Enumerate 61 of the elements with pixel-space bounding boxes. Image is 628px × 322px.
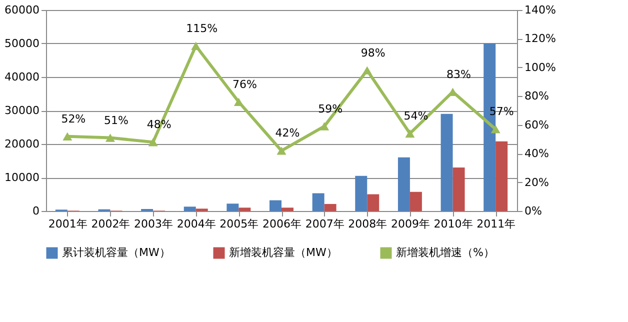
x-tick-label: 2011年 bbox=[476, 218, 516, 230]
y2-tick-label: 60% bbox=[524, 118, 549, 132]
bar bbox=[398, 157, 410, 211]
y2-tick-label: 80% bbox=[524, 90, 549, 103]
bar bbox=[355, 176, 368, 211]
y-tick-label: 20000 bbox=[4, 138, 40, 150]
bar bbox=[282, 208, 294, 211]
point bbox=[105, 134, 115, 142]
x-tick-label: 2005年 bbox=[220, 218, 259, 230]
data-label: 83% bbox=[446, 68, 471, 81]
y-tick-label: 60000 bbox=[4, 4, 40, 16]
y2-tick-label: 20% bbox=[524, 176, 549, 189]
bar bbox=[312, 193, 324, 211]
x-tick-label: 2010年 bbox=[434, 218, 473, 230]
y-tick-label: 40000 bbox=[4, 70, 40, 84]
y2-tick-label: 40% bbox=[524, 147, 549, 160]
bar bbox=[226, 204, 239, 211]
y-tick-label: 0 bbox=[32, 204, 40, 218]
data-label: 51% bbox=[104, 114, 128, 127]
data-label: 98% bbox=[360, 46, 386, 60]
x-tick-label: 2007年 bbox=[305, 218, 344, 230]
data-label: 52% bbox=[61, 112, 86, 126]
x-tick-label: 2009年 bbox=[390, 218, 430, 230]
data-label: 115% bbox=[186, 22, 218, 35]
bar bbox=[238, 208, 251, 211]
x-tick-label: 2006年 bbox=[262, 218, 302, 230]
legend-label: 累计装机容量（MW） bbox=[62, 246, 170, 259]
bar bbox=[270, 200, 282, 211]
data-label: 42% bbox=[275, 126, 300, 140]
data-label: 54% bbox=[404, 109, 428, 122]
y-tick-label: 30000 bbox=[4, 104, 40, 117]
y2-tick-label: 120% bbox=[524, 32, 556, 46]
point bbox=[148, 138, 158, 146]
x-tick-label: 2004年 bbox=[176, 218, 216, 230]
bar bbox=[496, 141, 508, 211]
point bbox=[405, 129, 415, 138]
point bbox=[276, 146, 286, 155]
x-tick-label: 2008年 bbox=[348, 218, 388, 230]
x-tick-label: 2002年 bbox=[91, 218, 130, 230]
bar bbox=[324, 204, 336, 211]
x-tick-label: 2003年 bbox=[134, 218, 174, 230]
y2-tick-label: 100% bbox=[524, 60, 556, 74]
point bbox=[362, 66, 372, 74]
point bbox=[234, 98, 244, 106]
point bbox=[490, 125, 500, 134]
legend-label: 新增装机容量（MW） bbox=[229, 246, 338, 259]
legend-label: 新增装机增速（%） bbox=[396, 246, 494, 259]
bar bbox=[440, 114, 453, 211]
bar bbox=[367, 194, 380, 211]
x-tick-label: 2001年 bbox=[48, 218, 88, 230]
data-label: 76% bbox=[232, 78, 257, 91]
bar bbox=[184, 206, 196, 211]
y2-tick-label: 140% bbox=[524, 4, 556, 16]
y-tick-label: 50000 bbox=[4, 37, 40, 50]
y2-tick-label: 0% bbox=[524, 204, 542, 218]
point bbox=[320, 122, 330, 130]
bar bbox=[452, 167, 465, 211]
y-tick-label: 10000 bbox=[4, 171, 40, 184]
point bbox=[62, 132, 72, 140]
bar bbox=[410, 192, 422, 211]
point bbox=[191, 42, 201, 50]
